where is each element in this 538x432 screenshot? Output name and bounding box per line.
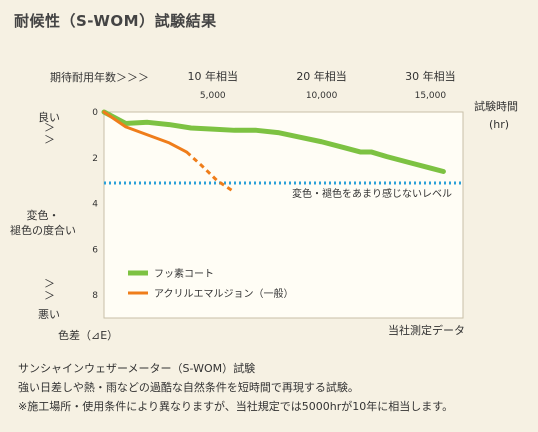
mid-label: 変色・ 褪色の度合い: [10, 209, 76, 237]
plot-area: [103, 111, 464, 319]
legend-label-2: アクリルエマルジョン（一般）: [154, 287, 294, 300]
years-header: 期待耐用年数＞＞＞: [50, 71, 149, 84]
x-tick-label: 10,000: [306, 91, 338, 101]
y-axis-title: 色差（⊿E）: [58, 329, 119, 342]
series-line-2-dashed: [185, 150, 236, 194]
bad-arrows: ＞ ＞: [44, 277, 55, 302]
threshold-label: 変色・褪色をあまり感じないレベル: [292, 187, 452, 200]
series-line-1: [101, 109, 446, 175]
bad-label: 悪い: [38, 308, 60, 321]
y-tick-label: 8: [92, 291, 98, 301]
series-line-2: [102, 110, 189, 154]
x-axis-unit: (hr): [489, 118, 510, 131]
legend-label-1: フッ素コート: [154, 267, 214, 280]
note-2: 強い日差しや熱・雨などの過酷な自然条件を短時間で再現する試験。: [18, 381, 359, 394]
y-tick-label: 6: [92, 245, 98, 255]
x-tick-label: 15,000: [415, 91, 447, 101]
year-tick-label: 10 年相当: [188, 69, 239, 83]
year-tick-label: 20 年相当: [296, 69, 347, 83]
x-tick-label: 5,000: [200, 91, 226, 101]
source-note: 当社測定データ: [388, 324, 465, 337]
good-label: 良い: [38, 111, 60, 124]
y-tick-label: 0: [92, 108, 98, 118]
x-axis-title: 試験時間: [474, 100, 518, 113]
page-title: 耐候性（S-WOM）試験結果: [14, 12, 217, 30]
good-arrows: ＞ ＞: [44, 121, 55, 146]
y-tick-label: 2: [92, 154, 98, 164]
y-tick-label: 4: [92, 200, 98, 210]
note-1: サンシャインウェザーメーター（S-WOM）試験: [18, 362, 256, 375]
note-3: ※施工場所・使用条件により異なりますが、当社規定では5000hrが10年に相当し…: [18, 400, 454, 413]
year-tick-label: 30 年相当: [405, 69, 456, 83]
